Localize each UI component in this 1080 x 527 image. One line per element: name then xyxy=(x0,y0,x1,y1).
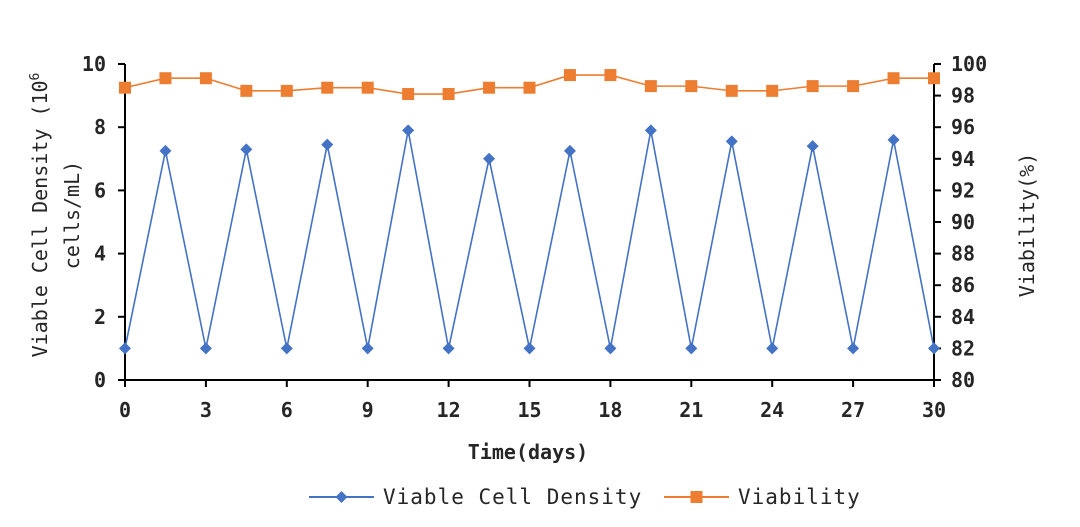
viable-cell-density-line xyxy=(124,130,935,349)
viability-point xyxy=(483,81,496,94)
viability-point xyxy=(928,72,940,85)
left-tick-label: 0 xyxy=(94,368,106,392)
x-tick-label: 30 xyxy=(922,398,946,422)
legend-viability-label: Viability xyxy=(738,485,861,509)
viability-point xyxy=(523,81,536,94)
right-tick-label: 100 xyxy=(951,52,987,76)
right-tick-label: 84 xyxy=(951,305,975,329)
left-axis-title-2: cells/mL) xyxy=(60,161,84,269)
viable-cell-density-point xyxy=(685,342,698,355)
viability-point xyxy=(806,80,819,93)
viable-cell-density-point xyxy=(199,342,212,355)
viable-cell-density-point xyxy=(321,138,334,151)
left-tick-label: 2 xyxy=(94,305,106,329)
viable-cell-density-point xyxy=(483,152,496,165)
viability-point xyxy=(119,81,131,94)
viability-point xyxy=(240,84,253,97)
right-tick-label: 90 xyxy=(951,210,975,234)
tick-labels: 0 3 6 9 12 15 18 21 24 27 300246810808284868890929… xyxy=(82,52,987,422)
right-tick-label: 96 xyxy=(951,115,975,139)
viability-point xyxy=(725,84,738,97)
viability-point xyxy=(604,69,617,82)
right-tick-label: 98 xyxy=(951,84,975,108)
left-axis-title-superscript: 6 xyxy=(28,73,43,81)
x-tick-label: 6 xyxy=(281,398,293,422)
viable-cell-density-point xyxy=(725,135,738,148)
viable-cell-density-point xyxy=(280,342,293,355)
viability-point xyxy=(199,72,212,85)
viable-cell-density-point xyxy=(766,342,779,355)
viable-cell-density-point xyxy=(523,342,536,355)
right-tick-label: 88 xyxy=(951,242,975,266)
axes xyxy=(118,63,941,387)
viability-point xyxy=(442,88,455,101)
viability-point xyxy=(563,69,576,82)
viability-point xyxy=(402,88,415,101)
x-tick-label: 9 xyxy=(362,398,374,422)
viability-point xyxy=(685,80,698,93)
viable-cell-density-point xyxy=(928,342,940,355)
viable-cell-density-point xyxy=(887,133,900,146)
viable-cell-density-point xyxy=(361,342,374,355)
right-tick-label: 82 xyxy=(951,336,975,360)
viable-cell-density-point xyxy=(240,143,253,156)
viable-cell-density-point xyxy=(644,124,657,137)
viability-point xyxy=(766,84,779,97)
x-tick-label: 18 xyxy=(598,398,622,422)
viable-cell-density-point xyxy=(847,342,860,355)
legend-viability-marker xyxy=(690,491,703,503)
left-tick-label: 6 xyxy=(94,178,106,202)
viable-cell-density-point xyxy=(806,140,819,153)
viable-cell-density-point xyxy=(402,124,415,137)
viable-cell-density-point xyxy=(442,342,455,355)
legend-vcd-label: Viable Cell Density xyxy=(383,485,642,509)
left-axis-title-line2: cells/mL) xyxy=(60,161,84,269)
viable-cell-density-point xyxy=(604,342,617,355)
x-tick-label: 27 xyxy=(841,398,865,422)
x-tick-label: 21 xyxy=(679,398,703,422)
legend: Viable Cell Density Viability xyxy=(309,485,861,509)
x-tick-label: 15 xyxy=(517,398,541,422)
right-tick-label: 80 xyxy=(951,368,975,392)
x-axis-title: Time(days) xyxy=(468,440,588,464)
series-layer xyxy=(119,69,940,355)
viability-point xyxy=(887,72,900,85)
left-axis-title: Viable Cell Density (106 xyxy=(28,73,52,358)
x-tick-label: 3 xyxy=(200,398,212,422)
viable-cell-density-point xyxy=(119,342,131,355)
right-axis-title-text: Viability(%) xyxy=(1015,153,1039,298)
right-tick-label: 94 xyxy=(951,147,975,171)
x-tick-label: 12 xyxy=(437,398,461,422)
right-tick-label: 86 xyxy=(951,273,975,297)
viability-point xyxy=(361,81,374,94)
viable-cell-density-point xyxy=(563,144,576,157)
right-axis-title: Viability(%) xyxy=(1015,153,1039,298)
left-axis-title-line1: Viable Cell Density (10 xyxy=(28,80,52,357)
left-tick-label: 10 xyxy=(82,52,106,76)
legend-vcd-marker xyxy=(335,491,348,503)
x-tick-label: 0 xyxy=(119,398,131,422)
viability-point xyxy=(644,80,657,93)
viability-point xyxy=(159,72,172,85)
left-tick-label: 4 xyxy=(94,242,106,266)
viability-point xyxy=(280,84,293,97)
svg-text:Viable Cell Density (106: Viable Cell Density (106 xyxy=(28,73,52,358)
viable-cell-density-point xyxy=(159,144,172,157)
x-tick-label: 24 xyxy=(760,398,784,422)
viability-point xyxy=(847,80,860,93)
right-tick-label: 92 xyxy=(951,178,975,202)
viability-point xyxy=(321,81,334,94)
left-tick-label: 8 xyxy=(94,115,106,139)
